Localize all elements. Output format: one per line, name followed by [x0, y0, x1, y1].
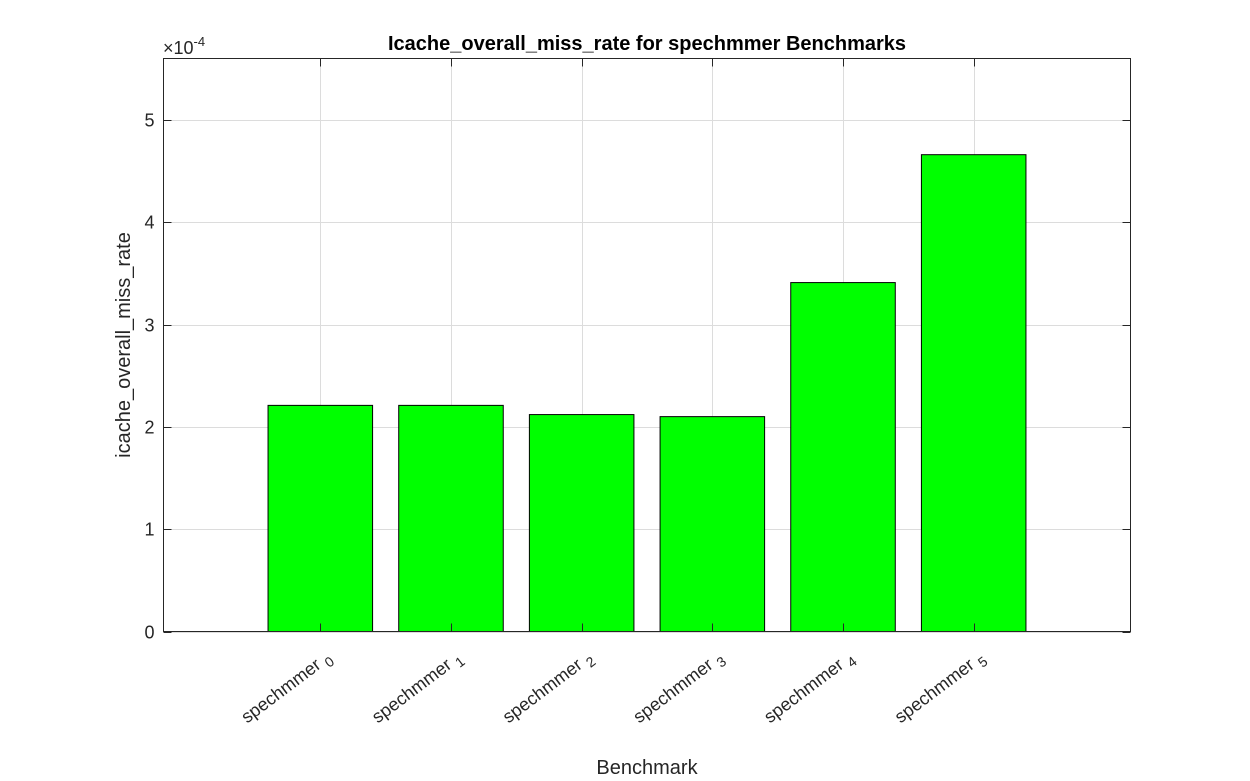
y-axis-ticks: 0 1 2 3 4 5 [144, 111, 1131, 643]
y-tick-label: 2 [144, 418, 154, 438]
y-exponent-label: ×10-4 [163, 34, 205, 58]
bar-spechmmer-4 [790, 282, 896, 632]
x-tick-label-base: spechmmer [368, 651, 459, 727]
bar-spechmmer-5 [920, 154, 1027, 633]
x-tick-label: spechmmer 5 [891, 647, 991, 731]
x-tick-label: spechmmer 3 [629, 647, 729, 731]
y-exponent-power: -4 [194, 34, 206, 49]
x-tick-label-base: spechmmer [760, 651, 851, 727]
bar-spechmmer-2 [528, 414, 635, 633]
y-tick-label: 1 [144, 520, 154, 540]
chart-title: Icache_overall_miss_rate for spechmmer B… [388, 33, 906, 55]
x-tick-label-base: spechmmer [499, 651, 590, 727]
plot-frame [163, 58, 1131, 632]
y-tick-label: 0 [144, 623, 154, 643]
y-axis-label: icache_overall_miss_rate [113, 232, 135, 458]
x-tick-label-base: spechmmer [891, 651, 982, 727]
x-tick-label-base: spechmmer [237, 651, 328, 727]
bar-spechmmer-3 [659, 416, 766, 632]
x-tick-label: spechmmer 2 [499, 647, 599, 731]
bars [267, 154, 1027, 633]
bar-spechmmer-0 [267, 404, 374, 632]
x-tick-label: spechmmer 0 [237, 647, 337, 731]
y-tick-label: 4 [144, 213, 154, 233]
x-tick-label: spechmmer 1 [368, 647, 468, 731]
y-tick-label: 3 [144, 316, 154, 336]
x-tick-label: spechmmer 4 [760, 647, 860, 731]
y-tick-label: 5 [144, 111, 154, 131]
x-axis-label: Benchmark [596, 757, 698, 779]
y-exponent-base: ×10 [163, 38, 194, 58]
bar-spechmmer-1 [398, 404, 504, 632]
x-tick-label-base: spechmmer [629, 651, 720, 727]
